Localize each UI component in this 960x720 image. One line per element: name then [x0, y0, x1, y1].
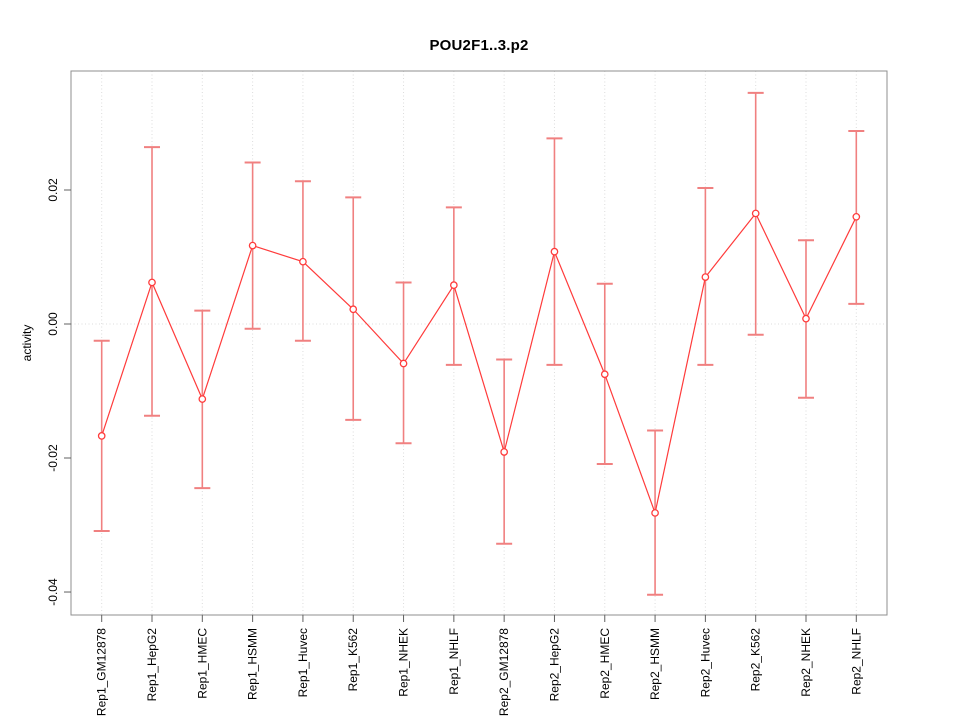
x-tick-label: Rep1_NHLF — [447, 628, 461, 695]
data-point — [399, 359, 408, 368]
data-point — [449, 281, 458, 289]
x-tick-label: Rep1_Huvec — [296, 628, 310, 697]
y-axis-title: activity — [20, 324, 34, 362]
y-tick-label: -0.04 — [46, 578, 60, 606]
x-tick-label: Rep1_HMEC — [195, 628, 209, 699]
data-point — [248, 241, 257, 250]
y-tick-label: 0.02 — [46, 178, 60, 202]
data-point — [751, 209, 760, 218]
data-point — [148, 278, 156, 287]
series-line — [101, 212, 857, 516]
x-tick-label: Rep2_HSMM — [648, 628, 662, 700]
x-tick-label: Rep1_NHEK — [397, 628, 411, 697]
plot-box — [70, 70, 888, 616]
data-point — [600, 370, 609, 379]
data-point — [349, 305, 358, 314]
data-point — [701, 273, 710, 281]
data-point — [299, 257, 307, 266]
x-tick-label: Rep1_HSMM — [246, 628, 260, 700]
x-tick-label: Rep2_K562 — [749, 628, 763, 692]
data-point — [651, 509, 659, 517]
data-point — [500, 448, 509, 456]
chart-title: POU2F1..3.p2 — [429, 37, 529, 54]
data-point — [852, 212, 861, 221]
x-tick-label: Rep2_NHEK — [799, 628, 813, 697]
y-tick-label: 0.00 — [46, 312, 60, 336]
y-tick-label: -0.02 — [46, 444, 60, 472]
x-tick-label: Rep2_GM12878 — [497, 628, 511, 716]
x-tick-label: Rep1_K562 — [346, 628, 360, 692]
data-point — [550, 247, 559, 256]
x-tick-label: Rep2_Huvec — [698, 628, 712, 697]
data-point — [198, 395, 207, 403]
data-point — [97, 432, 106, 440]
x-tick-label: Rep2_HepG2 — [547, 628, 561, 702]
x-tick-label: Rep2_NHLF — [849, 628, 863, 695]
x-tick-label: Rep1_HepG2 — [145, 628, 159, 702]
data-point — [802, 314, 810, 323]
x-tick-label: Rep2_HMEC — [598, 628, 612, 699]
x-tick-label: Rep1_GM12878 — [95, 628, 109, 716]
